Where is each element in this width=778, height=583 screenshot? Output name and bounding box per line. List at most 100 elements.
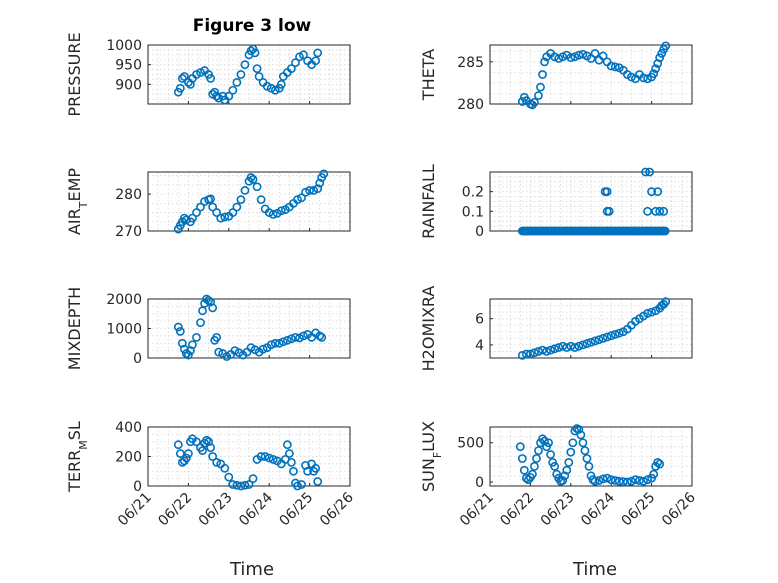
data-point	[546, 450, 555, 459]
data-point	[540, 436, 549, 446]
data-point	[313, 48, 323, 58]
data-point	[574, 50, 584, 60]
data-point	[282, 440, 292, 450]
data-point	[305, 186, 314, 195]
data-point	[266, 340, 276, 350]
data-point	[212, 208, 222, 217]
data-point	[550, 461, 560, 471]
data-point	[179, 344, 189, 354]
data-point	[594, 476, 604, 485]
data-point	[659, 206, 669, 216]
data-point	[204, 296, 213, 305]
data-point	[206, 194, 216, 204]
data-point	[208, 452, 218, 461]
data-point	[598, 333, 608, 343]
data-point	[526, 349, 535, 359]
data-point	[542, 347, 551, 356]
y-axis-label: MIXDEPTH	[65, 287, 84, 370]
data-point	[224, 472, 234, 482]
data-point	[175, 327, 185, 336]
data-point	[236, 481, 246, 491]
y-axis-label: SUNFLUX	[419, 421, 444, 492]
data-point	[291, 332, 300, 342]
data-point	[315, 331, 325, 341]
subplot-2: 280 285 THETA	[419, 41, 693, 113]
data-point	[643, 206, 652, 216]
data-point	[534, 446, 543, 455]
data-point	[635, 476, 644, 485]
data-point	[175, 449, 185, 458]
y-tick-label: 900	[115, 77, 142, 93]
data-point	[228, 208, 238, 217]
x-tick-label: 06/21	[457, 490, 497, 530]
data-point	[228, 480, 238, 489]
data-point	[264, 208, 274, 217]
data-point	[270, 338, 280, 348]
data-point	[578, 49, 588, 59]
axes-box	[147, 44, 351, 105]
data-point	[517, 97, 527, 106]
data-point	[297, 480, 306, 489]
data-point	[538, 434, 547, 444]
data-point	[660, 226, 670, 236]
data-point	[284, 449, 294, 458]
data-point	[590, 336, 600, 346]
data-point	[175, 83, 185, 93]
data-point	[517, 454, 527, 463]
data-point	[254, 72, 264, 81]
data-point	[297, 193, 306, 203]
y-tick-label: 2000	[106, 292, 142, 308]
data-point	[202, 435, 211, 445]
y-tick-label: 400	[115, 420, 142, 436]
data-point	[530, 461, 539, 471]
data-point	[647, 307, 656, 317]
data-point	[301, 187, 310, 197]
data-point	[177, 74, 187, 83]
data-point	[653, 457, 663, 467]
y-axis-label: H2OMIXRA	[419, 286, 438, 372]
data-point	[240, 60, 250, 70]
y-axis-label: AIRTEMP	[65, 168, 90, 235]
data-point	[558, 52, 568, 62]
data-point	[566, 447, 576, 457]
data-point	[232, 480, 242, 490]
y-tick-label: 280	[457, 97, 484, 113]
y-axis-label: TERRMSL	[65, 421, 90, 493]
data-point	[188, 340, 197, 350]
data-point	[179, 213, 189, 223]
y-tick-label: 0.2	[462, 185, 484, 201]
data-point	[651, 64, 661, 73]
data-point	[309, 186, 319, 195]
data-point	[319, 169, 329, 179]
y-tick-label: 6	[475, 312, 484, 328]
data-point	[313, 477, 323, 486]
data-point	[643, 475, 652, 485]
data-point	[287, 334, 296, 344]
data-point	[566, 53, 576, 63]
x-tick-label: 06/26	[659, 489, 699, 529]
data-point	[582, 339, 592, 348]
data-point	[649, 469, 659, 479]
x-tick-label: 06/23	[196, 490, 236, 530]
data-point	[232, 77, 242, 87]
x-axis-label-left: Time	[229, 559, 274, 580]
data-point	[224, 91, 234, 101]
data-point	[248, 174, 258, 184]
data-point	[627, 476, 636, 486]
data-point	[540, 57, 549, 67]
x-tick-label: 06/26	[317, 489, 357, 529]
data-point	[276, 79, 286, 89]
data-point	[179, 72, 189, 81]
data-point	[208, 303, 218, 313]
data-point	[643, 309, 652, 318]
x-axis-label-right: Time	[572, 559, 617, 580]
y-tick-label: 0.1	[462, 204, 484, 220]
data-point	[521, 473, 531, 483]
data-point	[517, 350, 527, 360]
y-tick-label: 0	[475, 475, 484, 491]
data-point	[614, 328, 624, 338]
data-point	[606, 475, 616, 485]
data-point	[252, 182, 262, 192]
data-point	[515, 442, 525, 452]
data-point	[610, 329, 620, 339]
